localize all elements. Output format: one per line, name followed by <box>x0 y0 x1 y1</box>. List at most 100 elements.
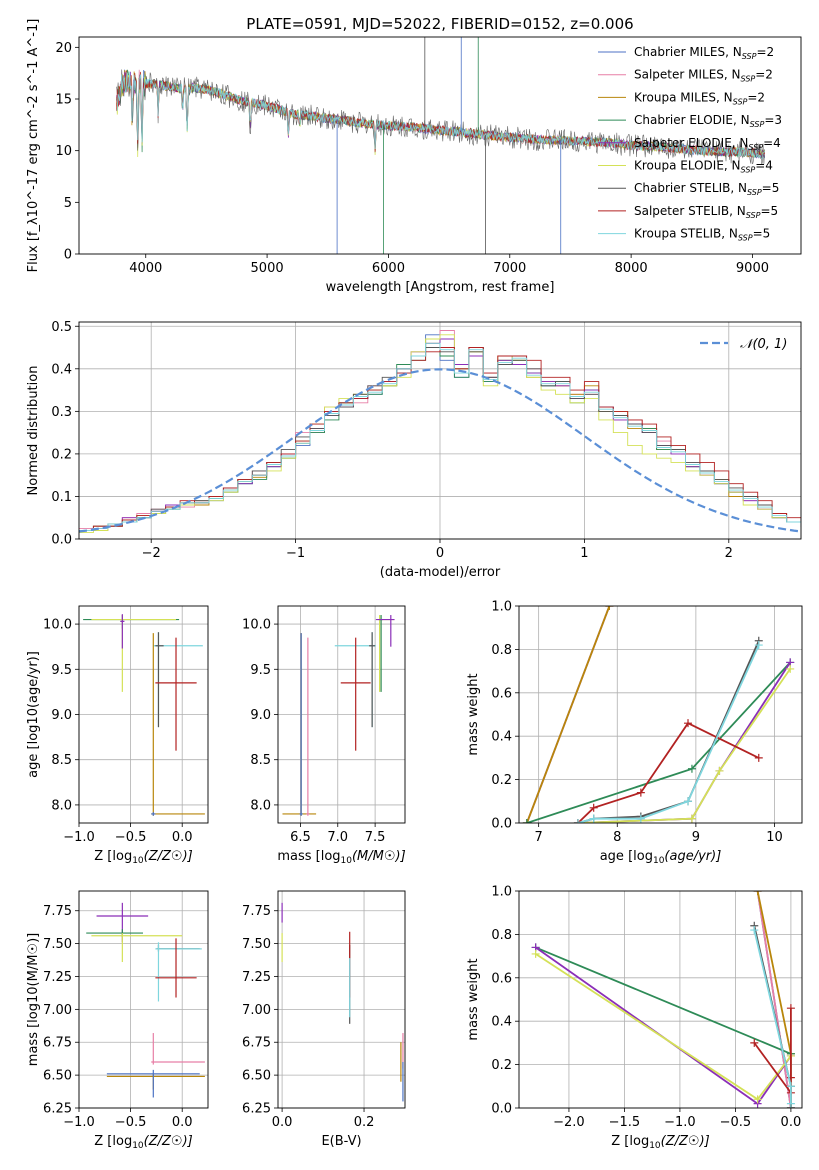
y-tick-label: 1.0 <box>491 600 512 615</box>
x-tick-label: −1.0 <box>63 830 95 845</box>
x-tick-label: 7.5 <box>365 830 386 845</box>
weight-marker-salpeter_stelib <box>750 1038 759 1047</box>
plot-area-mass_vs_ebv <box>281 902 404 1102</box>
weight-marker-kroupa_elodie <box>753 1095 762 1104</box>
weight-marker-kroupa_elodie <box>786 664 795 673</box>
legend-sub: SSP <box>746 211 761 220</box>
x-tick-label: 0.0 <box>172 1115 193 1130</box>
y-tick-label: 0.1 <box>51 490 72 505</box>
y-tick-label: 7.25 <box>43 970 72 985</box>
y-axis-label: mass weight <box>466 958 481 1040</box>
x-axis-label-suffix: (Z/Z☉)] <box>144 1134 193 1149</box>
x-axis-label-prefix: Z [log <box>94 849 132 864</box>
x-axis-label: mass [log10(M/M☉)] <box>277 849 405 866</box>
y-axis-label: mass [log10(M/M☉)] <box>26 933 41 1066</box>
y-tick-label: 15 <box>55 93 72 108</box>
y-tick-label: 10.0 <box>43 618 72 633</box>
weight-marker-salpeter_stelib <box>636 788 645 797</box>
weight-marker-salpeter_stelib <box>754 753 763 762</box>
x-tick-label: 9000 <box>736 261 769 276</box>
legend-sub: SSP <box>738 234 753 243</box>
legend-suffix: =3 <box>764 113 782 127</box>
legend-prefix: Salpeter ELODIE, N <box>634 136 748 150</box>
legend-label-kroupa_stelib: Kroupa STELIB, NSSP=5 <box>634 227 770 243</box>
legend-sub: SSP <box>741 166 756 175</box>
x-axis-label: Z [log10(Z/Z☉)] <box>611 1134 709 1151</box>
weight-marker-salpeter_stelib <box>684 719 693 728</box>
plot-area-spectrum <box>116 37 765 254</box>
panel-mass_vs_ebv: 0.0 0.2 6.25 6.50 6.75 7.00 7.25 7.50 7.75 E(B-V) <box>242 890 406 1149</box>
weight-marker-kroupa_stelib <box>636 814 645 823</box>
legend-sub: SSP <box>733 97 748 106</box>
x-tick-label: −0.5 <box>115 830 147 845</box>
legend-label-normal: 𝒩(0, 1) <box>740 337 787 352</box>
y-tick-label: 0.4 <box>491 730 512 745</box>
x-axis-label-prefix: Z [log <box>94 1134 132 1149</box>
y-tick-label: 7.50 <box>43 937 72 952</box>
x-tick-label: 7 <box>535 830 543 845</box>
legend-suffix: =2 <box>747 90 765 104</box>
y-tick-label: 0.3 <box>51 405 72 420</box>
legend-prefix: Chabrier MILES, N <box>634 45 742 59</box>
weight-line-kroupa_miles <box>526 606 611 823</box>
weight-marker-chabrier_elodie <box>687 764 696 773</box>
legend-label-chabrier_elodie: Chabrier ELODIE, NSSP=3 <box>634 113 782 129</box>
y-tick-label: 7.75 <box>43 904 72 919</box>
y-tick-label: 6.25 <box>242 1102 271 1117</box>
plot-area-weight_vs_metallicity <box>531 891 795 1108</box>
normal-curve <box>79 368 801 533</box>
weight-marker-kroupa_stelib <box>786 1082 795 1091</box>
y-tick-label: 0.8 <box>491 928 512 943</box>
legend-label-kroupa_miles: Kroupa MILES, NSSP=2 <box>634 90 765 106</box>
x-tick-label: 6.5 <box>290 830 311 845</box>
weight-marker-kroupa_elodie <box>715 766 724 775</box>
weight-marker-kroupa_elodie <box>531 949 540 958</box>
plot-area-age_vs_metallicity <box>83 614 205 816</box>
x-tick-label: 7.0 <box>327 830 348 845</box>
y-axis-label: Normed distribution <box>26 366 41 496</box>
x-tick-label: 4000 <box>129 261 162 276</box>
x-axis-label: (data-model)/error <box>380 565 501 580</box>
y-tick-label: 0.6 <box>491 686 512 701</box>
y-tick-label: 8.5 <box>51 753 72 768</box>
x-tick-label: 9 <box>692 830 700 845</box>
panel-residuals: −2 −1 0 1 2 0.0 0.1 0.2 0.3 0.4 0.5 (data-model)/er… <box>26 320 802 580</box>
plot-area-residuals <box>79 330 801 534</box>
y-tick-label: 7.50 <box>242 937 271 952</box>
y-tick-label: 0.6 <box>491 971 512 986</box>
x-axis-label-sub: 10 <box>132 1141 144 1151</box>
plot-area-mass_vs_metallicity <box>86 902 205 1098</box>
y-tick-label: 9.0 <box>51 708 72 723</box>
y-tick-label: 7.00 <box>242 1003 271 1018</box>
legend-label-kroupa_elodie: Kroupa ELODIE, NSSP=4 <box>634 159 773 175</box>
x-axis-label-sub: 10 <box>653 856 665 866</box>
x-axis-label-prefix: mass [log <box>277 849 340 864</box>
x-tick-label: 6000 <box>372 261 405 276</box>
weight-marker-chabrier_elodie <box>522 819 531 823</box>
y-tick-label: 6.75 <box>43 1036 72 1051</box>
legend-sub: SSP <box>741 75 756 84</box>
x-tick-label: −2 <box>142 546 161 561</box>
weight-marker-kroupa_miles <box>605 606 614 610</box>
axes-frame <box>277 605 406 824</box>
y-tick-label: 0.2 <box>51 447 72 462</box>
legend-suffix: =4 <box>755 159 773 173</box>
legend-suffix: =5 <box>753 227 771 241</box>
x-axis-label-suffix: (age/yr)] <box>664 849 721 864</box>
panel-spectrum: 4000 5000 6000 7000 8000 9000 0 5 10 15 20 waveleng… <box>26 19 802 295</box>
y-tick-label: 6.25 <box>43 1102 72 1117</box>
y-tick-label: 7.25 <box>242 970 271 985</box>
x-axis-label-sub: 10 <box>132 856 144 866</box>
x-tick-label: 1 <box>580 546 588 561</box>
x-tick-label: 0.2 <box>354 1115 375 1130</box>
legend-suffix: =2 <box>756 45 774 59</box>
y-tick-label: 8.5 <box>250 753 271 768</box>
x-tick-label: −0.5 <box>720 1115 752 1130</box>
legend-suffix: =5 <box>762 181 780 195</box>
y-tick-label: 0.8 <box>491 643 512 658</box>
y-tick-label: 0.0 <box>51 533 72 548</box>
x-tick-label: −1.5 <box>609 1115 641 1130</box>
